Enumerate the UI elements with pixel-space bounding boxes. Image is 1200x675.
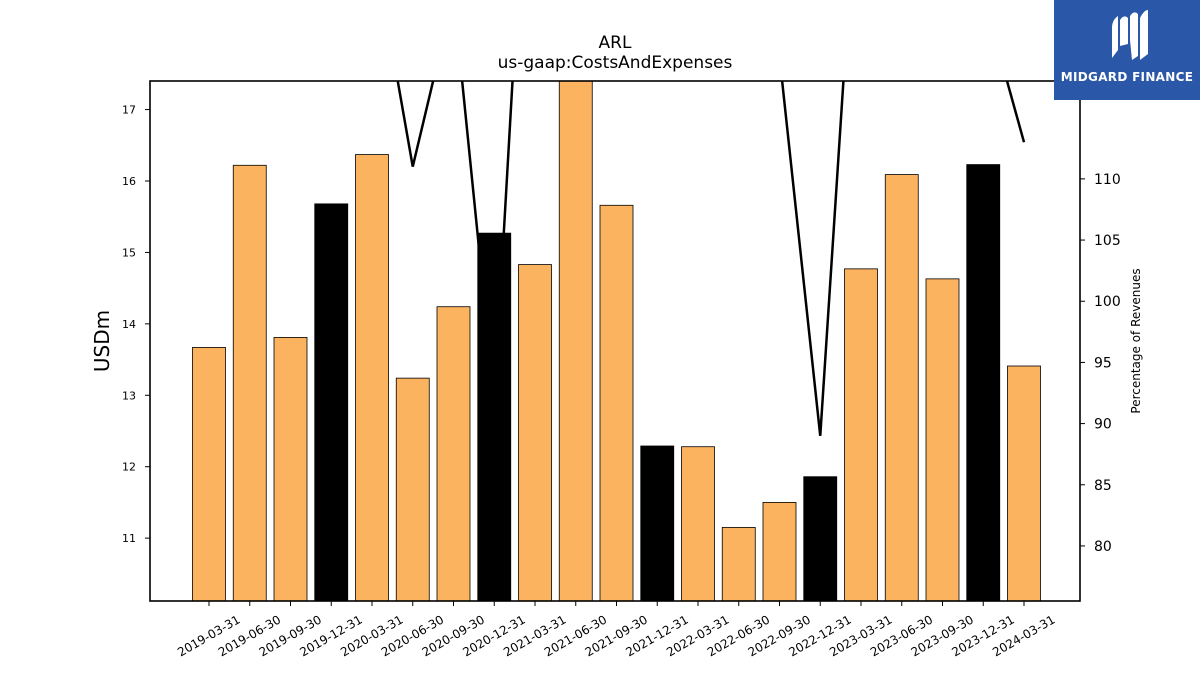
- y-tick-label: 13: [122, 389, 136, 402]
- bar-2020-09-30: [436, 306, 471, 602]
- y-tick-label: 11: [122, 532, 136, 545]
- bar-2022-06-30: [721, 527, 756, 602]
- bar-2023-09-30: [925, 278, 960, 602]
- chart-subtitle: us-gaap:CostsAndExpenses: [498, 53, 733, 73]
- bar-2019-06-30: [232, 164, 267, 602]
- logo-text: MIDGARD FINANCE: [1060, 70, 1194, 84]
- bar-2021-09-30: [599, 204, 634, 602]
- y2-axis-label: Percentage of Revenues: [1129, 268, 1143, 413]
- y2-tick-label: 110: [1094, 172, 1121, 188]
- y2-tick-label: 100: [1094, 294, 1121, 310]
- bar-2022-03-31: [681, 446, 715, 602]
- bar-2022-12-31: [803, 476, 838, 602]
- bar-2023-03-31: [844, 268, 878, 602]
- y2-tick-label: 85: [1094, 478, 1112, 494]
- bar-2024-03-31: [1007, 365, 1041, 602]
- y-axis-label: USDm: [90, 310, 114, 372]
- bar-series: [192, 80, 1041, 602]
- logo: MIDGARD FINANCE: [1054, 0, 1200, 100]
- y2-tick-label: 80: [1094, 539, 1112, 555]
- y2-tick-label: 90: [1094, 417, 1112, 433]
- bar-2019-03-31: [192, 347, 226, 602]
- bar-2021-03-31: [518, 264, 552, 602]
- left-axis: 11 12 13 14 15 16 17: [122, 104, 150, 545]
- x-axis: 2019-03-312019-06-302019-09-302019-12-31…: [175, 601, 1058, 659]
- bar-2019-12-31: [314, 203, 349, 602]
- plot-frame: [149, 80, 1081, 602]
- bar-2020-06-30: [395, 377, 430, 602]
- right-axis: 80 85 90 95 100 105 110: [1080, 172, 1121, 555]
- bar-2021-12-31: [640, 445, 675, 602]
- y2-tick-label: 95: [1094, 355, 1112, 371]
- bar-2023-06-30: [884, 174, 919, 602]
- bar-2022-09-30: [762, 502, 797, 602]
- logo-mark-icon: [1112, 10, 1148, 60]
- y2-tick-label: 105: [1094, 233, 1121, 249]
- bar-2020-03-31: [355, 154, 389, 602]
- y-tick-label: 14: [122, 318, 136, 331]
- y-tick-label: 15: [122, 246, 136, 259]
- bar-2019-09-30: [273, 337, 308, 602]
- y-tick-label: 17: [122, 104, 136, 117]
- y-tick-label: 12: [122, 461, 136, 474]
- bar-2021-06-30: [558, 80, 593, 602]
- y-tick-label: 16: [122, 175, 136, 188]
- bar-2023-12-31: [966, 164, 1001, 602]
- chart-title: ARL: [599, 33, 632, 53]
